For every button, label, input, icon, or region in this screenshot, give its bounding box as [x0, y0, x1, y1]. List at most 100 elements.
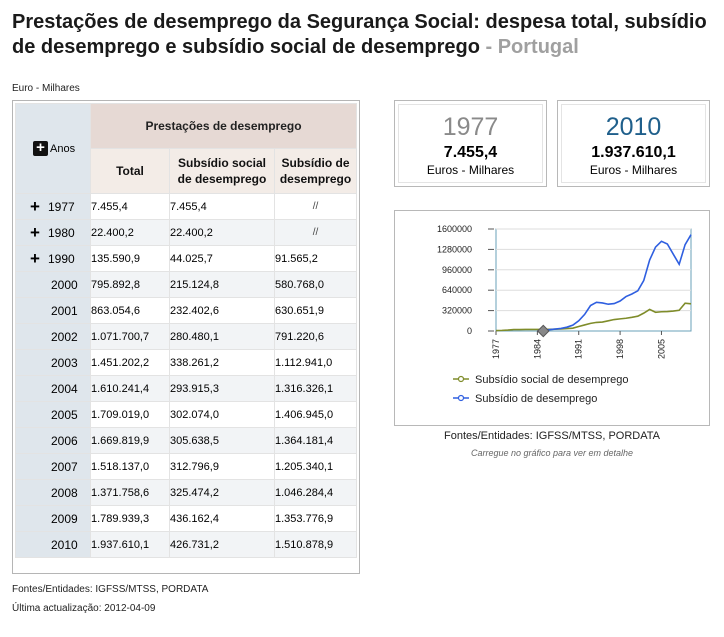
data-table: + Anos Prestações de desemprego Total Sub… — [15, 103, 357, 558]
column-header-subsidio: Subsídio de desemprego — [274, 148, 357, 194]
expand-icon[interactable]: + — [30, 248, 40, 268]
cell-subsidio: 1.364.181,4 — [274, 427, 357, 454]
cell-social: 44.025,7 — [169, 245, 275, 272]
cell-social: 215.124,8 — [169, 271, 275, 298]
chart-panel[interactable]: 0 320000 640000 960000 1280000 1600000 1977 198… — [394, 210, 710, 426]
cell-total: 1.669.819,9 — [90, 427, 170, 454]
cell-social: 436.162,4 — [169, 505, 275, 532]
kpi-start-value: 7.455,4 — [443, 144, 498, 161]
row-year-2009: 2009 — [15, 505, 91, 532]
kpi-start-year: 1977 — [442, 113, 499, 141]
cell-subsidio: 791.220,6 — [274, 323, 357, 350]
kpi-start-unit: Euros - Milhares — [426, 163, 515, 177]
cell-total: 1.518.137,0 — [90, 453, 170, 480]
cell-social: 305.638,5 — [169, 427, 275, 454]
cell-total: 1.071.700,7 — [90, 323, 170, 350]
cell-total: 22.400,2 — [90, 219, 170, 246]
column-header-total: Total — [90, 148, 170, 194]
row-year-1977[interactable]: +1977 — [15, 193, 91, 220]
expand-icon[interactable]: + — [30, 222, 40, 242]
cell-total: 7.455,4 — [90, 193, 170, 220]
kpi-card-end: 2010 1.937.610,1 Euros - Milhares — [557, 100, 710, 187]
table-row: 2010 1.937.610,1 426.731,2 1.510.878,9 — [15, 531, 357, 558]
kpi-card-start-inner: 1977 7.455,4 Euros - Milhares — [398, 104, 543, 183]
expand-all-icon[interactable]: + — [33, 140, 48, 156]
x-tick-label: 1977 — [491, 339, 501, 359]
cell-total: 1.451.202,2 — [90, 349, 170, 376]
row-year-label: 2000 — [51, 277, 78, 292]
line-chart[interactable]: 0 320000 640000 960000 1280000 1600000 1977 198… — [395, 211, 709, 425]
cell-total: 1.709.019,0 — [90, 401, 170, 428]
table-row: 2002 1.071.700,7 280.480,1 791.220,6 — [15, 323, 357, 350]
y-tick-label: 0 — [467, 326, 472, 336]
legend-label: Subsídio social de desemprego — [475, 374, 628, 386]
row-year-2010: 2010 — [15, 531, 91, 558]
cell-total: 863.054,6 — [90, 297, 170, 324]
row-year-2008: 2008 — [15, 479, 91, 506]
unit-note: Euro - Milhares — [12, 83, 80, 94]
row-year-1980[interactable]: +1980 — [15, 219, 91, 246]
row-year-label: 2002 — [51, 329, 78, 344]
cell-social: 426.731,2 — [169, 531, 275, 558]
row-year-label: 2005 — [51, 407, 78, 422]
range-handle — [536, 324, 550, 338]
group-header: Prestações de desemprego — [90, 103, 357, 149]
row-year-label: 2004 — [51, 381, 78, 396]
cell-total: 1.610.241,4 — [90, 375, 170, 402]
row-year-label: 1980 — [48, 225, 75, 240]
expand-icon[interactable]: + — [30, 196, 40, 216]
cell-social: 232.402,6 — [169, 297, 275, 324]
chart-hint: Carregue no gráfico para ver em detalhe — [470, 448, 634, 458]
cell-social: 293.915,3 — [169, 375, 275, 402]
page-title: Prestações de desemprego da Segurança So… — [12, 10, 712, 60]
cell-social: 302.074,0 — [169, 401, 275, 428]
table-row: 2009 1.789.939,3 436.162,4 1.353.776,9 — [15, 505, 357, 532]
row-year-2000: 2000 — [15, 271, 91, 298]
cell-total: 1.937.610,1 — [90, 531, 170, 558]
row-year-1990[interactable]: +1990 — [15, 245, 91, 272]
legend-label: Subsídio de desemprego — [475, 393, 597, 405]
y-tick-label: 1280000 — [437, 244, 472, 254]
title-text: Prestações de desemprego da Segurança So… — [12, 11, 707, 58]
cell-social: 280.480,1 — [169, 323, 275, 350]
cell-total: 135.590,9 — [90, 245, 170, 272]
table-row: 2006 1.669.819,9 305.638,5 1.364.181,4 — [15, 427, 357, 454]
data-table-container: + Anos Prestações de desemprego Total Sub… — [12, 100, 360, 574]
row-year-2001: 2001 — [15, 297, 91, 324]
table-row: 2001 863.054,6 232.402,6 630.651,9 — [15, 297, 357, 324]
cell-subsidio: // — [274, 219, 357, 246]
table-row: +1990 135.590,9 44.025,7 91.565,2 — [15, 245, 357, 272]
x-tick-label: 1991 — [574, 339, 584, 359]
cell-subsidio: 1.112.941,0 — [274, 349, 357, 376]
cell-social: 325.474,2 — [169, 479, 275, 506]
series-line-subsidio — [537, 234, 692, 332]
kpi-end-unit: Euros - Milhares — [589, 163, 678, 177]
column-header-social: Subsídio social de desemprego — [169, 148, 275, 194]
cell-subsidio: 1.510.878,9 — [274, 531, 357, 558]
table-row: +1980 22.400,2 22.400,2// — [15, 219, 357, 246]
row-year-2004: 2004 — [15, 375, 91, 402]
cell-subsidio: // — [274, 193, 357, 220]
series-line-social — [495, 302, 692, 332]
plot-area — [495, 228, 692, 332]
cell-social: 338.261,2 — [169, 349, 275, 376]
row-year-label: 1977 — [48, 199, 75, 214]
y-tick-label: 640000 — [442, 285, 472, 295]
title-separator: - — [479, 36, 498, 58]
row-year-2007: 2007 — [15, 453, 91, 480]
row-year-label: 2010 — [51, 537, 78, 552]
kpi-end-value: 1.937.610,1 — [591, 144, 676, 161]
footer-updated: Última actualização: 2012-04-09 — [12, 603, 156, 614]
title-country: Portugal — [497, 36, 579, 58]
cell-subsidio: 1.353.776,9 — [274, 505, 357, 532]
kpi-card-start: 1977 7.455,4 Euros - Milhares — [394, 100, 547, 187]
y-tick-label: 320000 — [442, 306, 472, 316]
row-year-label: 2006 — [51, 433, 78, 448]
table-row: 2003 1.451.202,2 338.261,2 1.112.941,0 — [15, 349, 357, 376]
x-tick-label: 2005 — [656, 339, 666, 359]
row-year-label: 2003 — [51, 355, 78, 370]
cell-social: 22.400,2 — [169, 219, 275, 246]
table-row: 2007 1.518.137,0 312.796,9 1.205.340,1 — [15, 453, 357, 480]
row-year-label: 2001 — [51, 303, 78, 318]
years-header[interactable]: + Anos — [15, 103, 91, 194]
